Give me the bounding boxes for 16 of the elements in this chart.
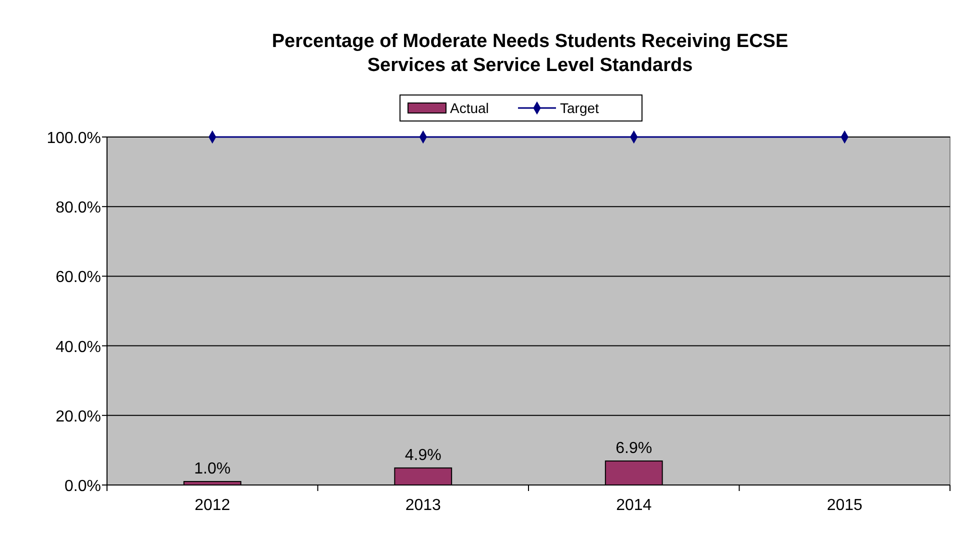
y-tick-label: 20.0% (56, 408, 101, 426)
legend-label: Target (560, 100, 600, 116)
x-tick-label: 2014 (616, 497, 652, 514)
x-tick-label: 2015 (826, 497, 863, 514)
y-tick-label: 100.0% (46, 130, 101, 147)
x-tick-label: 2013 (405, 497, 442, 514)
data-label: 6.9% (616, 440, 652, 457)
y-tick-label: 60.0% (56, 269, 101, 286)
x-tick-label: 2012 (194, 497, 230, 514)
data-label: 4.9% (404, 446, 442, 464)
legend-label: Actual (450, 100, 489, 116)
chart-title: Percentage of Moderate Needs Students Receiving ECSE Services at Service Level Standards (272, 31, 788, 76)
y-tick-label: 40.0% (56, 338, 101, 356)
data-label: 1.0% (194, 460, 231, 478)
y-tick-label: 80.0% (56, 200, 101, 217)
y-tick-label: 0.0% (64, 478, 101, 495)
